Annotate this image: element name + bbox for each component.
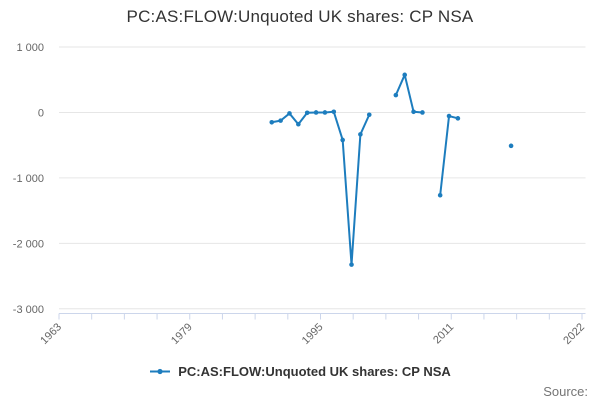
- x-tick-label: 2011: [431, 321, 456, 346]
- data-point: [296, 121, 301, 127]
- series-line: [439, 115, 459, 197]
- data-point: [393, 92, 399, 98]
- data-point: [322, 110, 328, 115]
- y-tick-label: -2 000: [13, 238, 44, 250]
- data-point: [437, 192, 443, 198]
- data-point: [349, 262, 354, 267]
- data-point: [358, 132, 363, 137]
- legend-item[interactable]: PC:AS:FLOW:Unquoted UK shares: CP NSA: [149, 364, 451, 379]
- data-point: [278, 118, 283, 123]
- data-point: [331, 109, 337, 115]
- chart-title: PC:AS:FLOW:Unquoted UK shares: CP NSA: [126, 7, 474, 26]
- data-point: [455, 116, 461, 121]
- data-point: [313, 110, 319, 115]
- y-tick-label: -3 000: [13, 304, 44, 316]
- x-tick-label: 1963: [38, 321, 64, 347]
- data-point: [402, 72, 408, 78]
- x-tick-label: 2022: [561, 321, 587, 347]
- series-line: [394, 73, 424, 114]
- series-line: [270, 110, 371, 266]
- x-tick-label: 1995: [300, 321, 326, 347]
- data-point: [508, 143, 514, 149]
- data-point: [446, 113, 452, 119]
- y-tick-label: -1 000: [13, 173, 44, 185]
- data-point: [420, 110, 425, 115]
- data-point: [304, 110, 310, 116]
- data-point: [366, 112, 372, 118]
- data-point: [411, 109, 416, 115]
- legend-item-label: PC:AS:FLOW:Unquoted UK shares: CP NSA: [178, 364, 451, 379]
- data-point: [287, 111, 292, 116]
- y-tick-label: 0: [38, 107, 44, 119]
- x-tick-label: 1979: [169, 321, 195, 347]
- plot-area: 1 000 0 -1 000 -2 000 -3 000 1963 1979 1995 2011…: [13, 42, 587, 347]
- legend: PC:AS:FLOW:Unquoted UK shares: CP NSA: [0, 364, 600, 379]
- data-point: [269, 119, 275, 125]
- data-point: [340, 137, 345, 143]
- y-tick-label: 1 000: [16, 42, 44, 54]
- legend-line-marker-icon: [150, 368, 171, 375]
- source-credit: Source:: [543, 384, 588, 399]
